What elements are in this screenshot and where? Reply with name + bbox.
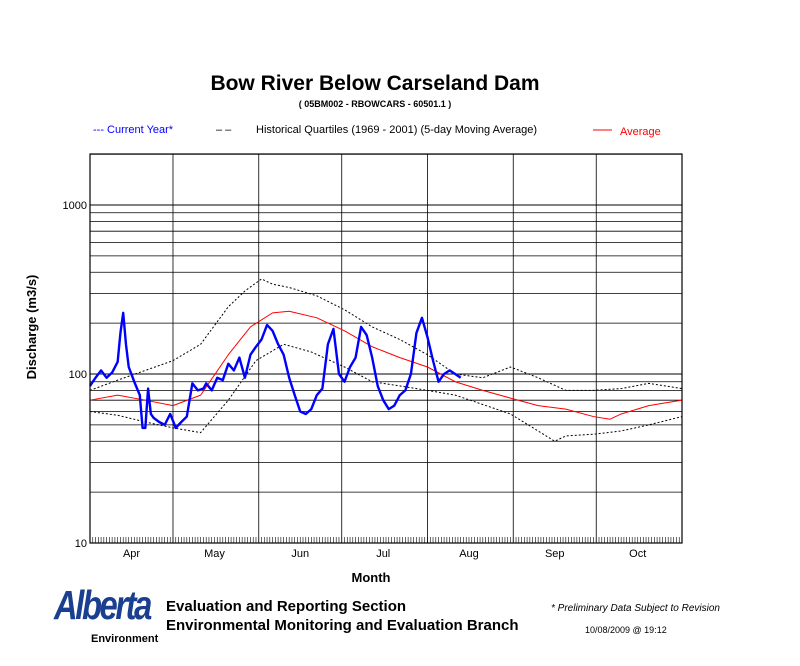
x-tick-label-aug: Aug [459, 548, 479, 560]
x-tick-label-may: May [204, 548, 225, 560]
x-tick-label-sep: Sep [545, 548, 565, 560]
x-tick-label-oct: Oct [629, 548, 646, 560]
series-layer [89, 278, 683, 442]
y-axis-label: Discharge (m3/s) [24, 275, 39, 380]
series-average [89, 310, 683, 420]
preliminary-note: * Preliminary Data Subject to Revision [551, 603, 720, 614]
legend-average: Average [620, 126, 661, 138]
alberta-logo: Alberta Environment [53, 582, 158, 645]
chart-subtitle: ( 05BM002 - RBOWCARS - 60501.1 ) [299, 99, 452, 109]
series-historical-upper-quartile [89, 278, 683, 391]
footer-org-line1: Evaluation and Reporting Section [166, 598, 406, 615]
footer-org-line2: Environmental Monitoring and Evaluation … [166, 617, 519, 634]
y-tick-label-100: 100 [69, 369, 87, 381]
timestamp: 10/08/2009 @ 19:12 [585, 625, 667, 635]
logo-wordmark: Alberta [53, 582, 152, 628]
grid-lines [90, 153, 682, 544]
series-historical-lower-quartile [89, 343, 683, 442]
x-tick-label-jul: Jul [376, 548, 390, 560]
plot-frame [89, 153, 683, 544]
y-tick-label-1000: 1000 [63, 200, 87, 212]
legend-historical-quartiles: Historical Quartiles (1969 - 2001) (5-da… [256, 124, 537, 136]
x-tick-label-jun: Jun [291, 548, 309, 560]
y-tick-label-10: 10 [75, 538, 87, 550]
logo-subtitle: Environment [91, 633, 159, 645]
series-current-year [89, 311, 462, 430]
axis-ticks: 10 100 1000 Apr May Jun Jul Aug Sep Oct [63, 200, 683, 560]
chart-title: Bow River Below Carseland Dam [210, 72, 539, 95]
legend-quartiles-marker: – – [216, 124, 232, 136]
x-tick-label-apr: Apr [123, 548, 140, 560]
legend-current-year: --- Current Year* [93, 124, 174, 136]
x-axis-label: Month [352, 570, 391, 585]
